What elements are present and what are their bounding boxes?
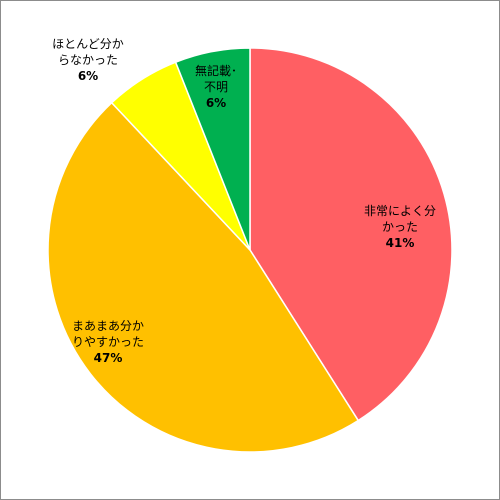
pie-slices: [47, 47, 453, 453]
slice-name-label-0-0: 非常によく分: [364, 204, 436, 218]
slice-name-label-1-0: まあまあ分か: [72, 319, 144, 333]
slice-value-label-1: 47%: [94, 351, 123, 365]
slice-value-label-3: 6%: [206, 96, 226, 110]
pie-slice-1: [47, 101, 360, 453]
slice-name-label-2-1: らなかった: [58, 53, 118, 67]
slice-value-label-0: 41%: [386, 236, 415, 250]
slice-name-label-3-0: 無記載･: [195, 63, 237, 78]
pie-slice-0: [249, 47, 453, 422]
slice-value-label-2: 6%: [78, 69, 98, 83]
slice-name-label-3-1: 不明: [204, 80, 228, 94]
slice-name-label-2-0: ほとんど分か: [52, 37, 124, 51]
pie-slice-3: [174, 47, 251, 251]
slice-name-label-1-1: りやすかった: [72, 335, 144, 349]
slice-name-label-0-1: かった: [382, 220, 418, 234]
